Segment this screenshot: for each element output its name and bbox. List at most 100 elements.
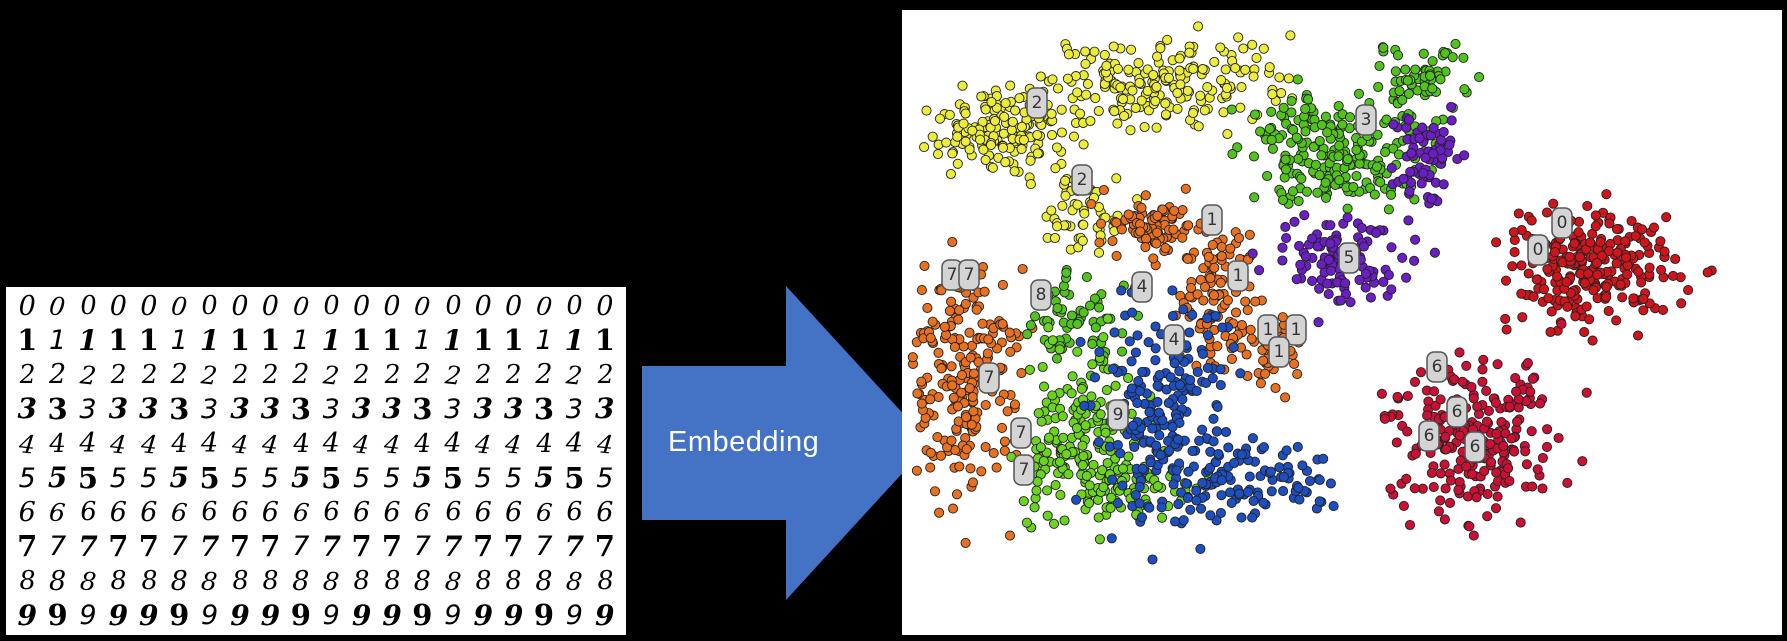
embedding-point — [1467, 469, 1478, 480]
digit-sample: 0 — [169, 290, 189, 322]
embedding-point — [1031, 485, 1042, 496]
embedding-point — [1444, 139, 1455, 150]
embedding-point — [1107, 363, 1119, 374]
embedding-point — [1151, 81, 1162, 92]
embedding-point — [1054, 456, 1065, 467]
embedding-point — [1181, 478, 1192, 489]
embedding-point — [1024, 364, 1035, 375]
embedding-point — [1254, 265, 1265, 276]
embedding-point — [1006, 124, 1017, 136]
embedding-point — [1562, 477, 1573, 488]
cluster-label-text: 1 — [1274, 342, 1285, 362]
digit-sample: 3 — [503, 392, 524, 426]
embedding-point — [1123, 372, 1134, 384]
digit-sample: 3 — [412, 391, 433, 426]
embedding-point — [1507, 261, 1518, 272]
embedding-point — [1542, 264, 1553, 275]
embedding-point — [1220, 64, 1231, 75]
embedding-point — [1152, 227, 1163, 238]
embedding-point — [916, 285, 927, 296]
digit-sample: 2 — [16, 359, 38, 390]
embedding-point — [1063, 469, 1074, 480]
embedding-point — [1386, 242, 1397, 253]
embedding-point — [1051, 142, 1063, 153]
embedding-point — [1235, 102, 1246, 113]
embedding-point — [1577, 456, 1588, 467]
embedding-point — [1162, 34, 1173, 45]
embedding-point — [1454, 347, 1465, 358]
embedding-point — [1300, 251, 1311, 262]
embedding-point — [1657, 304, 1669, 315]
digit-sample: 9 — [290, 598, 311, 633]
embedding-point — [1188, 107, 1199, 119]
embedding-point — [1410, 448, 1421, 459]
embedding-point — [1154, 430, 1165, 441]
embedding-point — [952, 158, 963, 169]
embedding-point — [1123, 64, 1134, 75]
embedding-point — [1084, 480, 1095, 491]
embedding-point — [1134, 386, 1145, 397]
embedding-point — [1123, 209, 1134, 220]
embedding-point — [1197, 64, 1208, 75]
embedding-point — [1182, 492, 1193, 503]
embedding-arrow — [642, 286, 930, 600]
embedding-point — [961, 444, 972, 455]
embedding-point — [1212, 401, 1223, 412]
embedding-point — [1381, 114, 1392, 125]
cluster-label-badge: 1 — [1201, 204, 1223, 236]
embedding-point — [1125, 125, 1136, 136]
embedding-point — [1183, 220, 1194, 231]
embedding-point — [1621, 252, 1632, 263]
embedding-point — [1301, 186, 1312, 197]
embedding-point — [1071, 423, 1083, 434]
embedding-point — [997, 318, 1008, 330]
digit-sample: 8 — [535, 565, 553, 597]
embedding-point — [980, 399, 991, 411]
cluster-label-badge: 6 — [1464, 431, 1486, 463]
embedding-point — [1222, 295, 1233, 306]
embedding-point — [1078, 139, 1089, 150]
digit-sample: 3 — [169, 391, 190, 426]
embedding-point — [960, 537, 971, 548]
embedding-point — [1405, 166, 1416, 177]
embedding-point — [1582, 200, 1593, 212]
digit-sample: 3 — [351, 392, 372, 426]
digit-sample: 6 — [48, 497, 68, 528]
embedding-point — [1320, 111, 1331, 122]
digit-sample: 7 — [17, 529, 38, 564]
embedding-point — [967, 125, 978, 136]
embedding-point — [1139, 121, 1150, 133]
cluster-label-text: 7 — [947, 265, 958, 285]
embedding-point — [1615, 279, 1626, 290]
embedding-point — [1458, 52, 1469, 63]
embedding-point — [1379, 413, 1390, 424]
embedding-point — [1005, 80, 1016, 91]
embedding-point — [1289, 216, 1300, 227]
embedding-point — [1546, 306, 1557, 317]
digit-sample: 1 — [413, 325, 431, 357]
cluster-label-badge: 3 — [1355, 104, 1377, 136]
digit-sample: 6 — [291, 497, 311, 528]
embedding-point — [1075, 108, 1086, 119]
embedding-point — [1227, 149, 1238, 160]
digit-sample: 1 — [351, 323, 372, 358]
digit-sample: 1 — [78, 323, 98, 357]
embedding-point — [1187, 446, 1198, 457]
digit-sample: 8 — [413, 565, 431, 597]
embedding-point — [1245, 324, 1256, 335]
embedding-point — [1071, 494, 1082, 505]
embedding-point — [1150, 321, 1161, 332]
embedding-point — [1461, 461, 1472, 472]
embedding-point — [1322, 127, 1333, 138]
digit-sample: 4 — [412, 428, 433, 459]
embedding-point — [944, 305, 955, 316]
embedding-point — [1195, 90, 1206, 101]
embedding-point — [1155, 449, 1166, 461]
embedding-point — [1140, 242, 1151, 253]
cluster-label-badge: 0 — [1527, 234, 1549, 266]
embedding-point — [1202, 362, 1213, 373]
digit-sample: 2 — [49, 359, 67, 391]
digit-sample: 8 — [443, 566, 463, 597]
embedding-point — [945, 168, 956, 180]
